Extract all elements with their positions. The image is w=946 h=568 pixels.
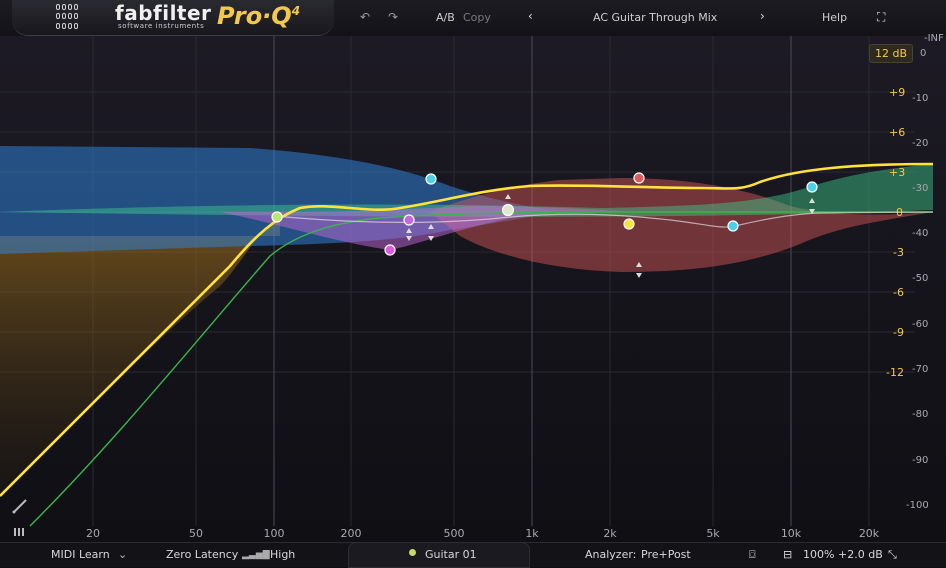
q-handles[interactable] <box>406 194 815 278</box>
band-node-4[interactable] <box>425 173 437 185</box>
gain-label-0: 0 <box>896 206 903 219</box>
db-label-inf: -INF <box>924 33 944 44</box>
freq-label-100: 100 <box>263 527 285 540</box>
band-node-6[interactable] <box>623 218 635 230</box>
band-node-8[interactable] <box>727 220 739 232</box>
chevron-right-icon[interactable]: › <box>760 9 765 23</box>
help-button[interactable]: Help <box>822 11 848 24</box>
fullscreen-icon[interactable]: ⛶ <box>877 10 886 24</box>
freq-label-2k: 2k <box>603 527 617 540</box>
instance-tab[interactable]: Guitar 01 <box>348 542 530 568</box>
db-label-30: -30 <box>912 183 929 194</box>
freq-label-5k: 5k <box>706 527 720 540</box>
redo-icon[interactable]: ↷ <box>388 10 399 24</box>
pen-icon[interactable] <box>12 499 27 514</box>
copy-button[interactable]: Copy <box>463 11 491 24</box>
instance-name: Guitar 01 <box>425 548 477 561</box>
bottom-bar: MIDI Learn ⌄ Zero Latency ▂▃▅▇ High Guit… <box>0 542 946 568</box>
freq-label-20k: 20k <box>858 527 880 540</box>
db-label-50: -50 <box>912 273 929 284</box>
quality-selector[interactable]: High <box>270 548 296 561</box>
band-node-9[interactable] <box>806 181 818 193</box>
gain-label-plus9: +9 <box>889 86 906 99</box>
band-node-2[interactable] <box>384 244 396 256</box>
top-bar: fabfilter software instruments Pro·Q4 ↶ … <box>0 0 946 36</box>
db-label-40: -40 <box>912 228 929 239</box>
analyzer-mode[interactable]: Pre+Post <box>641 548 691 561</box>
freq-label-20: 20 <box>86 527 100 540</box>
quality-bars-icon: ▂▃▅▇ <box>242 550 270 560</box>
freq-label-1k: 1k <box>525 527 539 540</box>
eq-total-curve <box>0 162 934 497</box>
instance-color-dot <box>409 549 416 556</box>
midi-learn-button[interactable]: MIDI Learn <box>51 548 110 561</box>
freq-label-200: 200 <box>340 527 362 540</box>
logo-plate: fabfilter software instruments Pro·Q4 <box>12 0 334 36</box>
db-label-0: 0 <box>920 48 927 59</box>
chevron-left-icon[interactable]: ‹ <box>528 9 533 23</box>
gain-label-plus3: +3 <box>889 166 906 179</box>
band-node-3[interactable] <box>403 214 415 226</box>
range-selector[interactable]: 12 dB <box>869 44 913 63</box>
chevron-down-icon[interactable]: ⌄ <box>118 548 128 561</box>
db-label-100: -100 <box>906 500 929 511</box>
freq-label-50: 50 <box>189 527 203 540</box>
eq-display[interactable] <box>0 36 946 542</box>
db-label-70: -70 <box>912 364 929 375</box>
ab-button[interactable]: A/B <box>436 11 455 24</box>
gain-label-minus12: -12 <box>886 366 904 379</box>
resize-icon[interactable]: ⤡ <box>888 548 897 561</box>
db-label-90: -90 <box>912 455 929 466</box>
db-label-80: -80 <box>912 409 929 420</box>
gain-label-minus3: -3 <box>893 246 904 259</box>
band-node-1[interactable] <box>271 211 283 223</box>
output-gain[interactable]: +2.0 dB <box>838 548 883 561</box>
product-label: Pro·Q <box>217 2 292 30</box>
fabfilter-logo-icon <box>56 4 78 30</box>
db-label-10: -10 <box>912 93 929 104</box>
preset-name[interactable]: AC Guitar Through Mix <box>593 11 718 24</box>
band-red-area <box>430 178 933 272</box>
layout-icon[interactable]: ⊟ <box>783 548 793 561</box>
db-label-60: -60 <box>912 319 929 330</box>
brand-name: fabfilter <box>115 1 212 25</box>
undo-icon[interactable]: ↶ <box>360 10 371 24</box>
band-node-5[interactable] <box>501 203 515 217</box>
piano-icon[interactable] <box>14 528 24 536</box>
gain-label-minus9: -9 <box>893 326 904 339</box>
analyzer-label: Analyzer: <box>585 548 637 561</box>
db-label-20: -20 <box>912 138 929 149</box>
band-white-curve <box>273 211 934 228</box>
freq-label-500: 500 <box>443 527 465 540</box>
band-node-7[interactable] <box>633 172 645 184</box>
band-green-curve <box>29 211 933 527</box>
gain-label-plus6: +6 <box>889 126 906 139</box>
camera-icon[interactable]: ⌼ <box>749 548 756 561</box>
product-version: 4 <box>291 4 301 18</box>
product-name: Pro·Q4 <box>217 2 300 30</box>
low-cut-fill <box>0 218 280 526</box>
freq-label-10k: 10k <box>780 527 802 540</box>
brand-tagline: software instruments <box>118 22 205 30</box>
zoom-value[interactable]: 100% <box>803 548 835 561</box>
latency-selector[interactable]: Zero Latency <box>166 548 239 561</box>
gain-label-minus6: -6 <box>893 286 904 299</box>
